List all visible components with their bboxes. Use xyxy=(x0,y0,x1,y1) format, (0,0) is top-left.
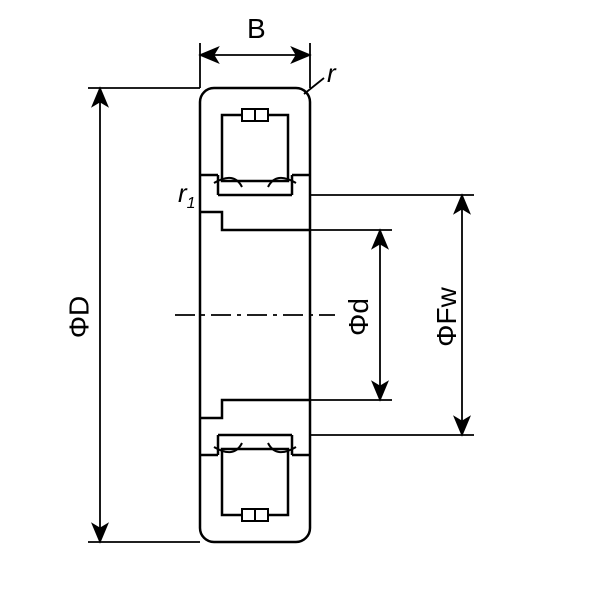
label-r: r xyxy=(327,58,336,89)
label-B: B xyxy=(247,13,266,45)
label-r1: r1 xyxy=(178,178,196,213)
label-phiD: ΦD xyxy=(63,296,95,339)
label-phiFw: ΦFw xyxy=(431,287,463,347)
label-phid: Φd xyxy=(343,298,375,336)
